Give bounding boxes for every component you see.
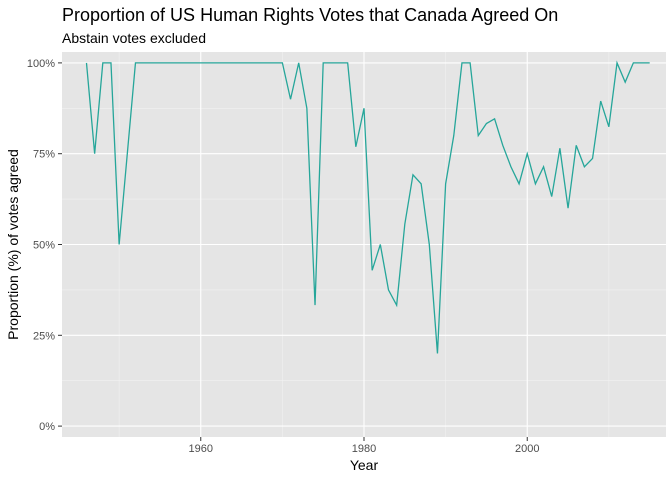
y-tick-label: 25% [33, 330, 55, 342]
x-tick-label: 1980 [352, 443, 376, 455]
x-tick-label: 2000 [515, 443, 539, 455]
y-axis-ticks: 0% 25% 50% 75% 100% [27, 58, 62, 433]
chart-subtitle: Abstain votes excluded [62, 30, 206, 46]
y-tick-label: 0% [39, 421, 55, 433]
y-axis-title: Proportion (%) of votes agreed [5, 149, 21, 340]
x-axis-title: Year [350, 457, 379, 473]
y-tick-label: 50% [33, 240, 55, 252]
y-tick-label: 75% [33, 149, 55, 161]
y-tick-label: 100% [27, 58, 55, 70]
chart-title: Proportion of US Human Rights Votes that… [62, 5, 558, 25]
x-axis-ticks: 1960 1980 2000 [189, 437, 539, 455]
series-line [85, 60, 650, 354]
x-tick-label: 1960 [189, 443, 213, 455]
